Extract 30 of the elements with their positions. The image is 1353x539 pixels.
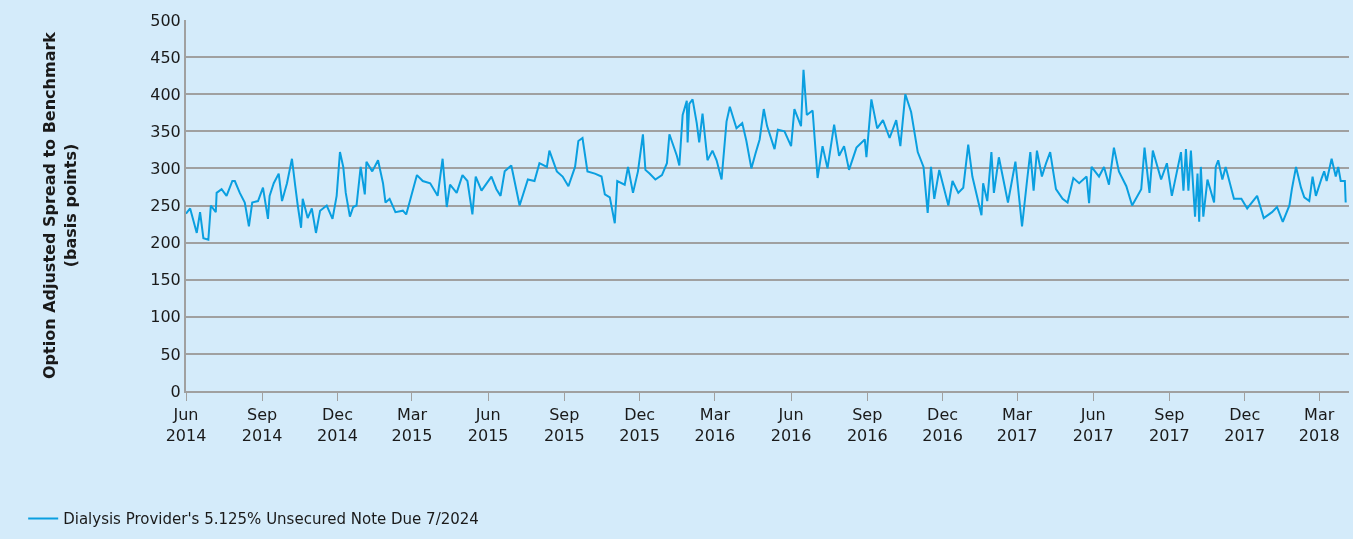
line-series: [186, 68, 1347, 241]
x-tick-label: Dec 2015: [619, 405, 660, 445]
y-tick-label: 100: [150, 307, 181, 327]
x-tick-label: Jun 2016: [770, 405, 812, 445]
x-tick-label: Mar 2017: [996, 405, 1038, 445]
x-tick-label: Sep 2016: [846, 405, 888, 445]
x-tick-label: Mar 2016: [694, 405, 736, 445]
x-tick-label: Dec 2016: [922, 405, 963, 445]
y-tick-label: 350: [150, 121, 181, 141]
x-tick-label: Sep 2017: [1149, 405, 1190, 445]
x-tick-label: Dec 2017: [1224, 405, 1266, 445]
y-tick-label: 300: [150, 159, 181, 178]
x-tick-label: Mar 2018: [1298, 405, 1340, 445]
y-tick-label: 400: [150, 84, 181, 104]
y-tick-label: 150: [150, 270, 181, 290]
x-tick-label: Jun 2017: [1072, 405, 1114, 445]
y-tick-label: 200: [150, 233, 181, 253]
y-tick-label: 0: [170, 381, 181, 401]
y-axis-title: Option Adjusted Spread to Benchmark (basis points): [39, 31, 80, 379]
legend-label: Dialysis Provider's 5.125% Unsecured Note Due 7/2024: [63, 510, 479, 529]
x-tick-label: Mar 2015: [391, 405, 433, 445]
y-tick-label: 450: [150, 47, 181, 67]
y-tick-label: 500: [150, 10, 181, 30]
y-tick-label: 250: [150, 196, 181, 216]
x-tick-label: Jun 2014: [165, 405, 207, 445]
x-tick-label: Sep 2014: [241, 405, 283, 445]
x-tick-label: Sep 2015: [543, 405, 585, 445]
x-tick-label: Jun 2015: [467, 405, 509, 445]
x-tick-label: Dec 2014: [317, 405, 358, 445]
y-tick-label: 50: [160, 344, 181, 364]
